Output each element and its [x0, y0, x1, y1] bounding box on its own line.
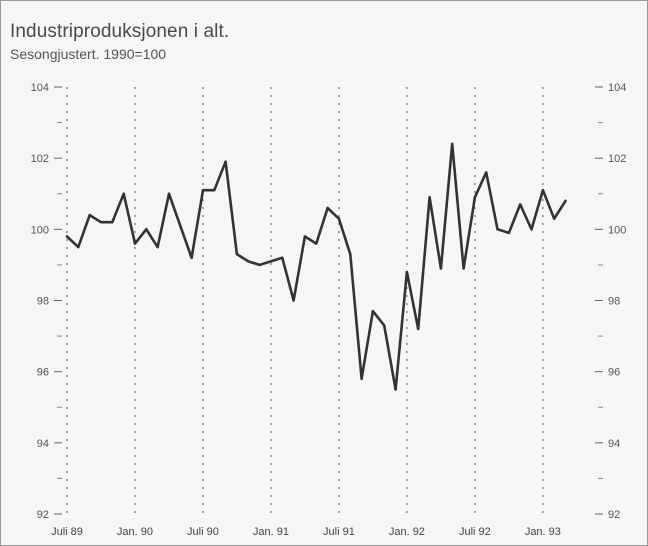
data-point: [405, 270, 409, 274]
data-point: [179, 224, 182, 227]
data-point: [88, 213, 91, 217]
data-point: [462, 267, 465, 270]
data-point: [201, 188, 205, 192]
y-tick-label-left: 96: [37, 367, 49, 379]
data-point: [360, 377, 363, 380]
data-point: [167, 192, 171, 195]
data-point: [451, 142, 454, 146]
y-tick-label-right: 98: [608, 296, 620, 308]
y-tick-label-left: 94: [37, 438, 49, 450]
data-point: [77, 245, 80, 249]
data-point: [281, 256, 284, 259]
data-point: [258, 263, 261, 267]
y-tick-label-left: 100: [31, 224, 49, 236]
data-point: [326, 206, 329, 210]
y-tick-label-right: 94: [608, 438, 620, 450]
data-point: [190, 256, 193, 259]
x-tick-label: Jan. 92: [389, 526, 425, 538]
x-tick-label: Juli 91: [323, 526, 355, 538]
y-tick-label-right: 100: [608, 224, 626, 236]
data-point: [428, 196, 431, 199]
data-point: [507, 231, 511, 235]
data-point: [122, 192, 125, 195]
data-point: [133, 242, 137, 245]
data-point: [496, 228, 499, 231]
data-point: [111, 221, 114, 224]
data-point: [417, 327, 420, 331]
data-point: [349, 253, 352, 256]
y-tick-label-right: 102: [608, 153, 626, 165]
x-tick-label: Jan. 91: [253, 526, 289, 538]
data-point: [145, 228, 148, 231]
data-point: [337, 217, 341, 220]
data-point: [383, 324, 386, 327]
x-tick-label: Juli 89: [51, 526, 83, 538]
data-point: [213, 188, 216, 192]
data-point: [530, 228, 533, 231]
data-point: [552, 217, 556, 220]
chart-title: Industriproduksjonen i alt.: [10, 21, 230, 42]
data-point: [315, 242, 318, 245]
data-point: [394, 388, 397, 391]
data-point: [65, 235, 69, 238]
x-tick-label: Juli 92: [459, 526, 491, 538]
y-tick-label-left: 102: [31, 153, 49, 165]
chart-subtitle: Sesongjustert. 1990=100: [10, 46, 167, 62]
data-point: [235, 253, 239, 256]
y-tick-label-left: 104: [31, 82, 49, 94]
data-point: [371, 309, 375, 313]
data-point: [564, 199, 567, 203]
data-point: [541, 188, 545, 192]
data-point: [269, 260, 273, 263]
series-line: [65, 142, 567, 391]
data-point: [247, 260, 250, 263]
y-tick-label-right: 104: [608, 82, 626, 94]
data-point: [99, 221, 103, 224]
x-tick-label: Jan. 90: [117, 526, 153, 538]
y-tick-label-left: 98: [37, 296, 49, 308]
data-point: [473, 196, 477, 199]
data-point: [519, 203, 522, 206]
data-point: [485, 171, 488, 174]
data-point: [292, 299, 295, 302]
data-point: [156, 245, 159, 249]
data-point: [439, 267, 443, 270]
y-tick-label-right: 92: [608, 509, 620, 521]
y-tick-label-right: 96: [608, 367, 620, 379]
data-point: [224, 160, 227, 163]
data-point: [303, 235, 307, 238]
x-tick-label: Jan. 93: [525, 526, 561, 538]
y-tick-label-left: 92: [37, 509, 49, 521]
x-tick-label: Juli 90: [187, 526, 219, 538]
